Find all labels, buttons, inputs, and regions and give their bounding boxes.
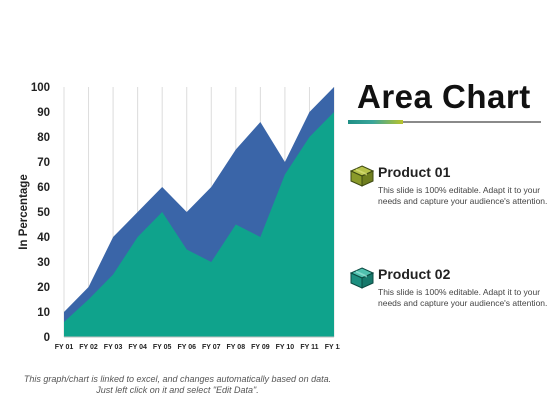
x-tick-label: FY 10 — [276, 344, 295, 351]
x-tick-label: FY 06 — [177, 344, 196, 351]
box-icon — [350, 165, 374, 187]
footnote: This graph/chart is linked to excel, and… — [23, 374, 332, 395]
title-accent-bar — [348, 120, 403, 124]
area-chart: 0 10 20 30 40 50 60 70 80 90 100 FY 01 FY 02 FY 03 FY … — [18, 82, 340, 351]
x-tick-label: FY 08 — [227, 344, 246, 351]
x-tick-label: FY 04 — [128, 344, 147, 351]
y-tick-label: 10 — [37, 307, 50, 319]
title-divider — [348, 121, 541, 123]
y-tick-label: 70 — [37, 157, 50, 169]
legend-description: This slide is 100% editable. Adapt it to… — [378, 287, 548, 308]
page-title: Area Chart — [357, 78, 531, 115]
x-tick-label: FY 09 — [251, 344, 270, 351]
legend-label: Product 01 — [378, 164, 451, 180]
y-tick-label: 0 — [44, 332, 50, 344]
y-tick-label: 40 — [37, 232, 50, 244]
y-tick-label: 60 — [37, 182, 50, 194]
legend-label: Product 02 — [378, 266, 451, 282]
y-axis-label: In Percentage — [18, 174, 30, 249]
y-tick-label: 80 — [37, 132, 50, 144]
x-tick-label: FY 01 — [55, 344, 74, 351]
legend-description: This slide is 100% editable. Adapt it to… — [378, 185, 548, 206]
y-tick-label: 50 — [37, 207, 50, 219]
x-tick-label: FY 12 — [325, 344, 340, 351]
y-tick-label: 90 — [37, 107, 50, 119]
x-tick-label: FY 02 — [79, 344, 98, 351]
x-tick-label: FY 03 — [104, 344, 123, 351]
x-tick-label: FY 05 — [153, 344, 172, 351]
area-series-2 — [64, 112, 334, 337]
x-tick-label: FY 11 — [300, 344, 318, 351]
y-tick-label: 20 — [37, 282, 50, 294]
box-icon — [350, 267, 374, 289]
y-tick-label: 30 — [37, 257, 50, 269]
x-tick-label: FY 07 — [202, 344, 221, 351]
y-tick-label: 100 — [31, 82, 50, 94]
